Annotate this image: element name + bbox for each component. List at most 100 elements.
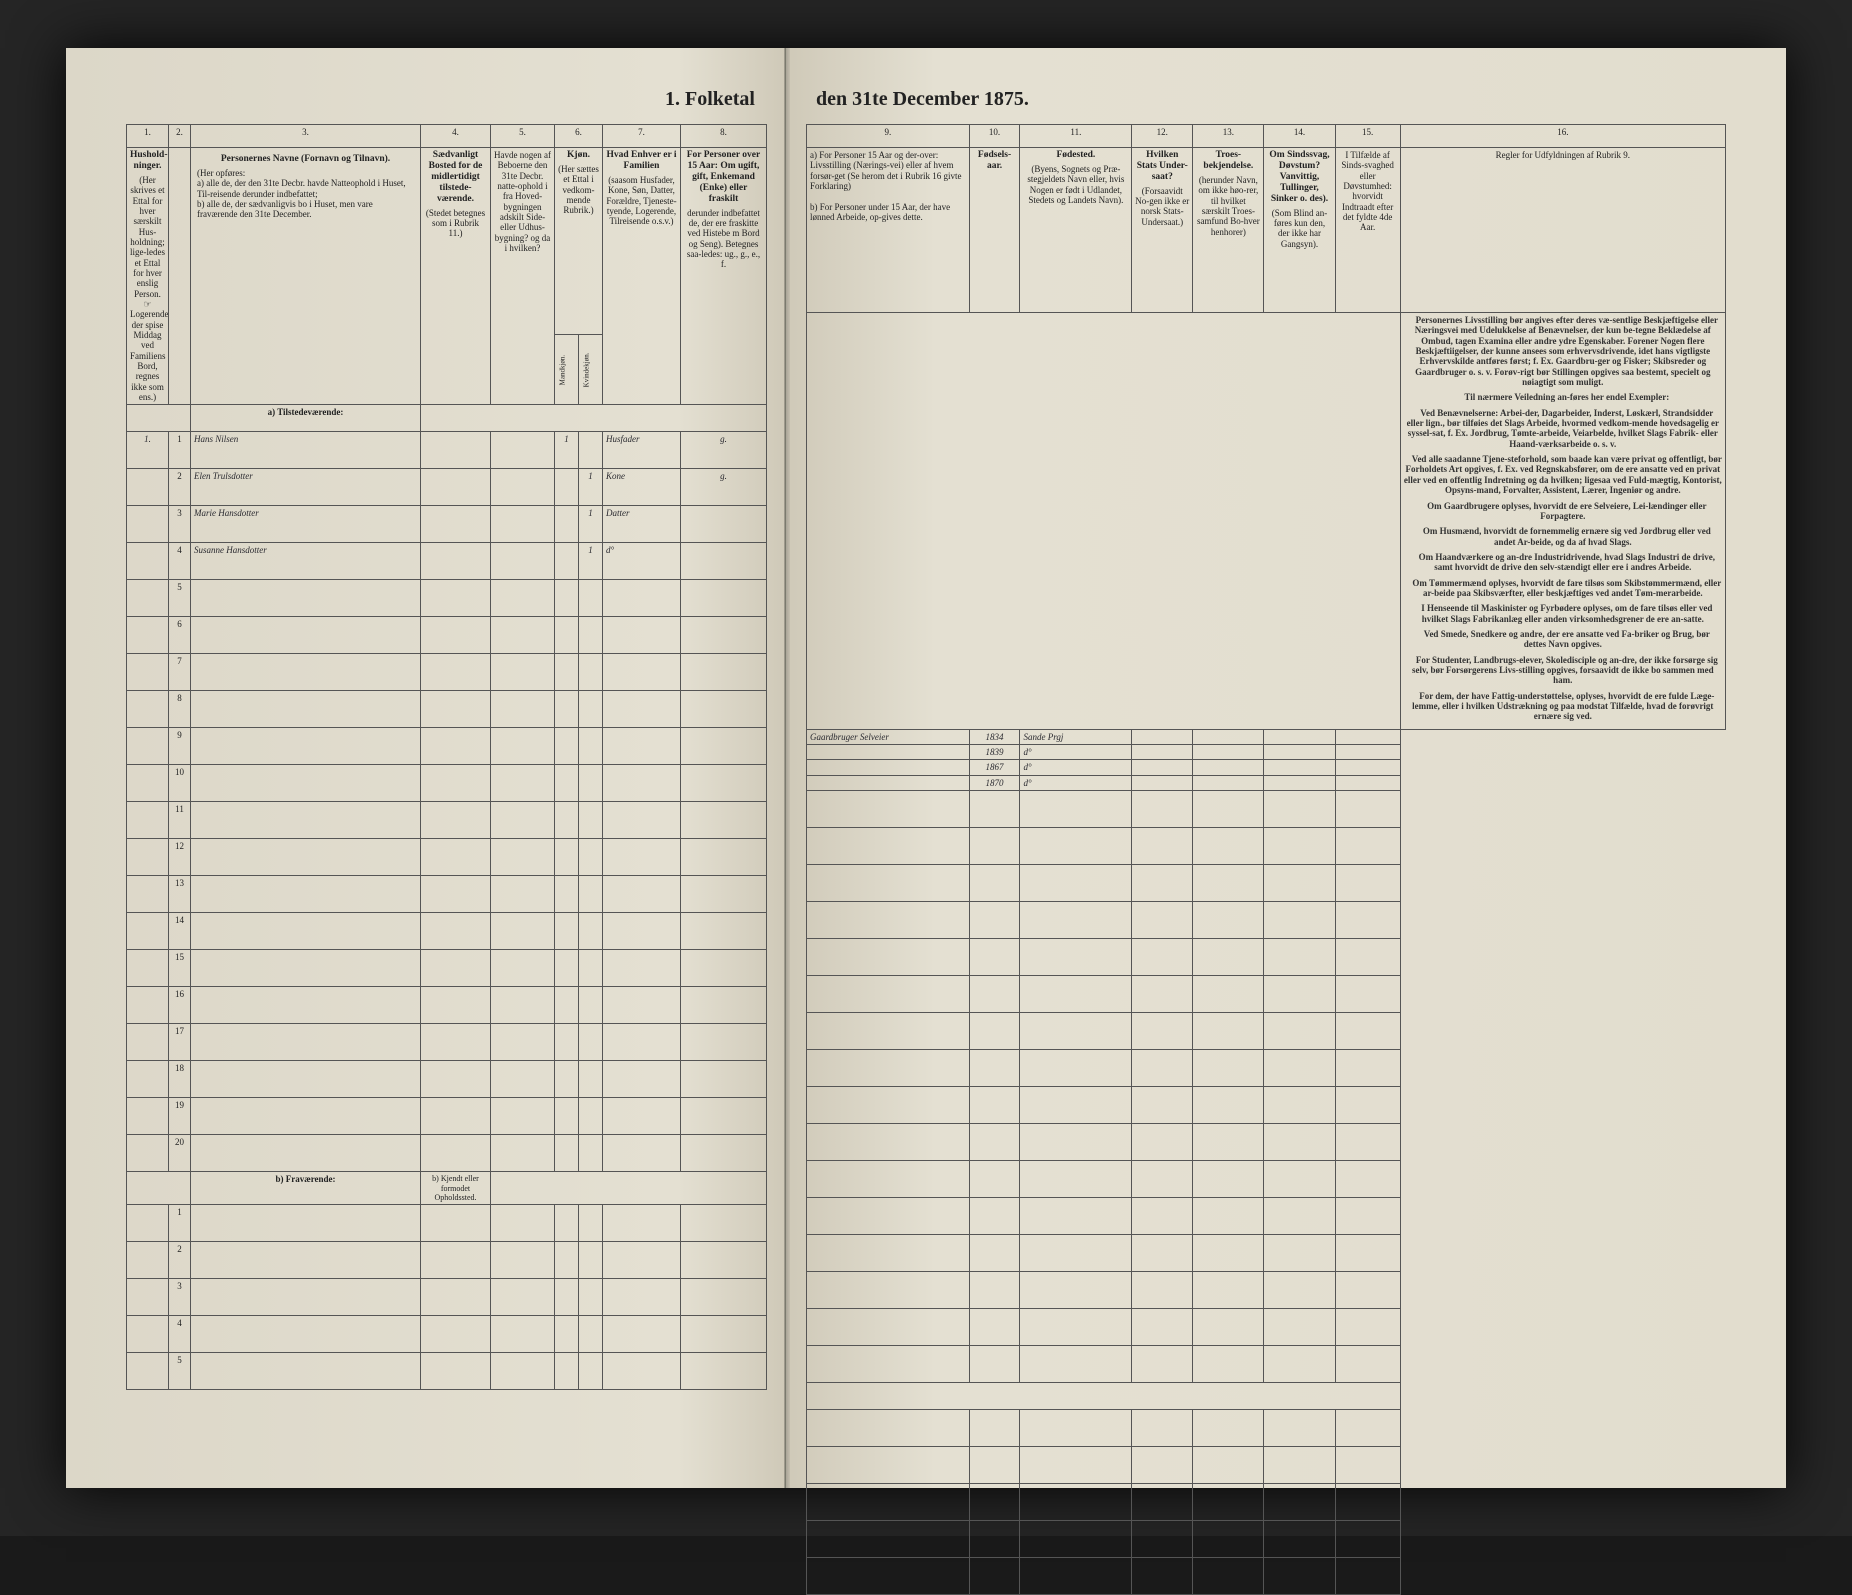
colnum-13: 13. [1193, 125, 1264, 148]
table-row-empty [807, 902, 1726, 939]
table-row-empty [807, 976, 1726, 1013]
head-2 [169, 148, 191, 405]
rules-paragraph: Om Husmænd, hvorvidt de fornemmelig ernæ… [1404, 526, 1722, 547]
head-12-title: Hvilken Stats Under-saat? [1135, 150, 1189, 183]
colnum-14: 14. [1264, 125, 1335, 148]
rules-paragraph: Om Gaardbrugere oplyses, hvorvidt de ere… [1404, 501, 1722, 522]
ledger-table-left: 1. 2. 3. 4. 5. 6. 7. 8. Hushold-ninger. … [126, 124, 767, 1390]
head-8-sub: derunder indbefattet de, der ere fraskit… [687, 208, 760, 270]
table-row-empty [807, 1521, 1726, 1558]
section-b-label: b) Fraværende: [191, 1172, 421, 1205]
colnum-7: 7. [603, 125, 681, 148]
rules-paragraph: Om Haandværkere og an-dre Industridriven… [1404, 552, 1722, 573]
head-5: Havde nogen af Beboerne den 31te Decbr. … [491, 148, 555, 405]
head-3-title: Personernes Navne (Fornavn og Tilnavn). [197, 154, 414, 165]
colnum-10: 10. [969, 125, 1020, 148]
head-4: Sædvanligt Bosted for de midlertidigt ti… [421, 148, 491, 405]
head-6m-label: Mandkjøn. [558, 354, 566, 385]
head-1-title: Hushold-ninger. [130, 150, 165, 172]
head-15: I Tilfælde af Sinds-svaghed eller Døvstu… [1335, 148, 1400, 313]
table-row-empty: 2 [127, 1241, 767, 1278]
head-6-title: Kjøn. [558, 150, 599, 161]
colnum-9: 9. [807, 125, 970, 148]
table-row-empty: 13 [127, 876, 767, 913]
scan-background: 1. Folketal 1. 2. 3. 4. 5. 6. 7. 8. [0, 0, 1852, 1536]
head-13: Troes-bekjendelse. (herunder Navn, om ik… [1193, 148, 1264, 313]
ledger-table-right: 9. 10. 11. 12. 13. 14. 15. 16. a) For Pe… [806, 124, 1726, 1595]
head-9b: b) For Personer under 15 Aar, der have l… [810, 202, 950, 222]
colnum-6: 6. [555, 125, 603, 148]
table-row-empty: 3 [127, 1278, 767, 1315]
table-row: 1839d° [807, 745, 1726, 760]
section-a-row: a) Tilstedeværende: [127, 405, 767, 432]
table-row-empty: 20 [127, 1135, 767, 1172]
head-16-title: Regler for Udfyldningen af Rubrik 9. [1496, 150, 1630, 160]
table-row: 1867d° [807, 760, 1726, 775]
colnum-11: 11. [1020, 125, 1132, 148]
head-6k: Kvindekjøn. [579, 335, 603, 405]
head-7: Hvad Enhver er i Familien (saasom Husfad… [603, 148, 681, 405]
rules-paragraph: For Studenter, Landbrugs-elever, Skoledi… [1404, 655, 1722, 686]
head-10-title: Fødsels-aar. [973, 150, 1017, 172]
table-row-empty [807, 828, 1726, 865]
page-gutter [784, 48, 790, 1488]
head-12-sub: (Forsaavidt No-gen ikke er norsk Stats-U… [1135, 186, 1189, 227]
head-4-title: Sædvanligt Bosted for de midlertidigt ti… [424, 150, 487, 205]
colnum-2: 2. [169, 125, 191, 148]
table-row: 2Elen Trulsdotter1Koneg. [127, 469, 767, 506]
colnum-16: 16. [1400, 125, 1725, 148]
head-8: For Personer over 15 Aar: Om ugift, gift… [681, 148, 767, 405]
rules-paragraph: For dem, der have Fattig-understøttelse,… [1404, 691, 1722, 722]
table-row-empty [807, 1235, 1726, 1272]
table-row-empty: 18 [127, 1061, 767, 1098]
rules-paragraph: Om Tømmermænd oplyses, hvorvidt de fare … [1404, 578, 1722, 599]
head-11-title: Fødested. [1023, 150, 1128, 161]
head-13-sub: (herunder Navn, om ikke høo-rer, til hvi… [1197, 175, 1260, 237]
table-row-empty [807, 1198, 1726, 1235]
head-4-sub: (Stedet betegnes som i Rubrik 11.) [426, 208, 485, 239]
colnum-8: 8. [681, 125, 767, 148]
head-1: Hushold-ninger. (Her skrives et Ettal fo… [127, 148, 169, 405]
head-3-a: a) alle de, der den 31te Decbr. havde Na… [197, 178, 406, 198]
head-5-title: Havde nogen af Beboerne den 31te Decbr. … [494, 150, 551, 253]
head-1-sub: (Her skrives et Ettal for hver særskilt … [130, 175, 169, 402]
head-14-title: Om Sindssvag, Døvstum? Vanvittig, Tullin… [1267, 150, 1331, 205]
head-15-title: I Tilfælde af Sinds-svaghed eller Døvstu… [1341, 150, 1394, 232]
table-row-empty: 1 [127, 1204, 767, 1241]
table-row-empty: 9 [127, 728, 767, 765]
title-right: den 31te December 1875. [806, 88, 1726, 118]
head-9: a) For Personer 15 Aar og der-over: Livs… [807, 148, 970, 313]
table-row-empty: 15 [127, 950, 767, 987]
head-3: Personernes Navne (Fornavn og Tilnavn). … [191, 148, 421, 405]
head-7-sub: (saasom Husfader, Kone, Søn, Datter, For… [606, 175, 676, 226]
rules-paragraph: Til nærmere Veiledning an-føres her ende… [1404, 392, 1722, 402]
table-row-empty [807, 939, 1726, 976]
table-row-empty [807, 791, 1726, 828]
head-13-title: Troes-bekjendelse. [1196, 150, 1260, 172]
head-12: Hvilken Stats Under-saat? (Forsaavidt No… [1132, 148, 1193, 313]
head-6k-label: Kvindekjøn. [582, 352, 590, 387]
head-9a: a) For Personer 15 Aar og der-over: Livs… [810, 150, 962, 191]
head-16: Regler for Udfyldningen af Rubrik 9. [1400, 148, 1725, 313]
rules-paragraph: Ved Smede, Snedkere og andre, der ere an… [1404, 629, 1722, 650]
head-11: Fødested. (Byens, Sognets og Præ-stegjel… [1020, 148, 1132, 313]
table-row-empty: 14 [127, 913, 767, 950]
right-page: den 31te December 1875. 9. 10. 11. 12. 1… [786, 48, 1786, 1488]
head-10: Fødsels-aar. [969, 148, 1020, 313]
section-a-label: a) Tilstedeværende: [191, 405, 421, 432]
colnum-12: 12. [1132, 125, 1193, 148]
rules-paragraph: Ved Benævnelserne: Arbei-der, Dagarbeide… [1404, 408, 1722, 449]
colnum-5: 5. [491, 125, 555, 148]
table-row-empty: 16 [127, 987, 767, 1024]
rules-paragraph: Ved alle saadanne Tjene-steforhold, som … [1404, 454, 1722, 495]
title-left: 1. Folketal [126, 88, 765, 118]
head-6m: Mandkjøn. [555, 335, 579, 405]
table-row-empty [807, 1050, 1726, 1087]
table-row-empty [807, 1124, 1726, 1161]
table-row-empty [807, 1272, 1726, 1309]
table-row-empty: 19 [127, 1098, 767, 1135]
table-row: 3Marie Hansdotter1Datter [127, 506, 767, 543]
table-row-empty [807, 1410, 1726, 1447]
table-row-empty [807, 865, 1726, 902]
table-row-empty [807, 1558, 1726, 1595]
